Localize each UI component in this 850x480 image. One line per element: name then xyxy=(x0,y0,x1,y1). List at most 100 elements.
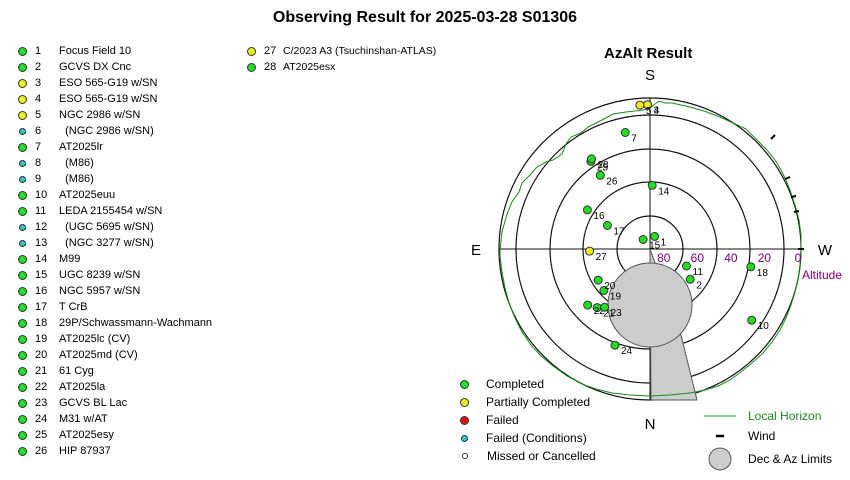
plot-point-label: 19 xyxy=(610,292,622,303)
object-name: GCVS BL Lac xyxy=(59,397,128,409)
object-number: 12 xyxy=(35,221,48,233)
object-name: NGC 2986 w/SN xyxy=(59,109,141,121)
completed-status-icon xyxy=(18,398,27,408)
list-item: 14 M99 xyxy=(18,251,212,267)
altitude-tick-label: 40 xyxy=(724,251,738,265)
failed_conditions-status-icon xyxy=(19,223,26,231)
object-name: NGC 5957 w/SN xyxy=(59,285,141,297)
plot-point-label: 28 xyxy=(598,160,610,171)
completed-status-icon xyxy=(18,46,27,56)
object-number: 8 xyxy=(35,157,42,169)
compass-east: E xyxy=(471,242,481,259)
dec-limit-disk xyxy=(607,262,693,348)
list-item: 15 UGC 8239 w/SN xyxy=(18,267,212,283)
list-item: 6 (NGC 2986 w/SN) xyxy=(18,123,212,139)
object-number: 23 xyxy=(35,397,48,409)
object-name: GCVS DX Cnc xyxy=(59,61,132,73)
object-name: AT2025euu xyxy=(59,189,116,201)
completed-status-icon xyxy=(18,446,27,456)
altitude-tick-label: 20 xyxy=(758,251,772,265)
completed-status-icon xyxy=(18,62,27,72)
object-name: LEDA 2155454 w/SN xyxy=(59,205,163,217)
list-item: 23 GCVS BL Lac xyxy=(18,395,212,411)
object-number: 15 xyxy=(35,269,48,281)
plot-point-label: 2 xyxy=(696,280,702,291)
compass-south: S xyxy=(645,67,655,84)
plot-point xyxy=(638,235,648,244)
failed_conditions-status-icon xyxy=(19,175,26,183)
object-name: (M86) xyxy=(59,173,94,185)
plot-point xyxy=(600,302,610,312)
object-name: (NGC 3277 w/SN) xyxy=(59,237,154,249)
list-item: 19 AT2025lc (CV) xyxy=(18,331,212,347)
list-item: 18 29P/Schwassmann-Wachmann xyxy=(18,315,212,331)
object-number: 24 xyxy=(35,413,48,425)
object-name: C/2023 A3 (Tsuchinshan-ATLAS) xyxy=(283,45,437,57)
list-item: 10 AT2025euu xyxy=(18,187,212,203)
plot-point-label: 26 xyxy=(606,176,618,187)
list-item: 21 61 Cyg xyxy=(18,363,212,379)
plot-point-label: 14 xyxy=(658,186,670,197)
wind-tick xyxy=(793,210,800,213)
object-number: 22 xyxy=(35,381,48,393)
list-item: 11 LEDA 2155454 w/SN xyxy=(18,203,212,219)
object-name: ESO 565-G19 w/SN xyxy=(59,93,158,105)
object-number: 13 xyxy=(35,237,48,249)
object-name: ESO 565-G19 w/SN xyxy=(59,77,158,89)
partial-status-icon xyxy=(18,110,27,120)
wind-tick xyxy=(790,195,797,198)
plot-point xyxy=(635,100,645,110)
altitude-tick-label: 0 xyxy=(795,251,802,265)
list-item: 4 ESO 565-G19 w/SN xyxy=(18,91,212,107)
wind-ticks xyxy=(770,134,804,250)
completed-status-icon xyxy=(18,142,27,152)
plot-point xyxy=(585,246,595,256)
wind-tick xyxy=(784,176,791,180)
plot-point xyxy=(747,315,757,325)
legend-limits: Dec & Az Limits xyxy=(704,446,832,472)
legend-failed-conditions-label: Failed (Conditions) xyxy=(486,431,587,445)
completed-marker-icon xyxy=(460,379,469,389)
altitude-ticks: 80 60 40 20 0 xyxy=(657,251,802,265)
object-name: Focus Field 10 xyxy=(59,45,132,57)
plot-point-label: 27 xyxy=(596,252,608,263)
object-number: 19 xyxy=(35,333,48,345)
plot-point-label: 15 xyxy=(649,241,661,252)
object-list-right: 27 C/2023 A3 (Tsuchinshan-ATLAS) 28 AT2025e… xyxy=(247,43,436,75)
legend-limits-label: Dec & Az Limits xyxy=(748,452,833,466)
plot-point-label: 23 xyxy=(611,308,623,319)
plot-point-label: 20 xyxy=(604,281,616,292)
object-number: 6 xyxy=(35,125,42,137)
missed-marker-icon xyxy=(462,453,468,459)
object-number: 14 xyxy=(35,253,48,265)
completed-status-icon xyxy=(18,350,27,360)
plot-point-label: 18 xyxy=(757,268,769,279)
list-item: 25 AT2025esy xyxy=(18,427,212,443)
object-number: 2 xyxy=(35,61,42,73)
legend-failed-label: Failed xyxy=(486,413,519,427)
list-item: 5 NGC 2986 w/SN xyxy=(18,107,212,123)
completed-status-icon xyxy=(18,286,27,296)
legend-partial: Partially Completed xyxy=(458,393,596,411)
object-number: 5 xyxy=(35,109,42,121)
object-name: UGC 8239 w/SN xyxy=(59,269,141,281)
completed-status-icon xyxy=(18,318,27,328)
legend-missed-label: Missed or Cancelled xyxy=(487,449,596,463)
limits-disk-icon xyxy=(704,446,736,472)
object-name: 29P/Schwassmann-Wachmann xyxy=(59,317,213,329)
legend-partial-label: Partially Completed xyxy=(486,395,591,409)
horizon-line-icon xyxy=(704,414,736,418)
list-item: 13 (NGC 3277 w/SN) xyxy=(18,235,212,251)
object-name: M31 w/AT xyxy=(59,413,108,425)
object-number: 28 xyxy=(264,61,277,73)
list-item: 22 AT2025la xyxy=(18,379,212,395)
plot-point-label: 11 xyxy=(693,267,704,278)
completed-status-icon xyxy=(18,414,27,424)
legend-missed: Missed or Cancelled xyxy=(458,447,596,465)
plot-point xyxy=(682,261,691,271)
compass-west: W xyxy=(818,242,833,259)
plot-point xyxy=(746,262,756,272)
object-number: 16 xyxy=(35,285,48,297)
